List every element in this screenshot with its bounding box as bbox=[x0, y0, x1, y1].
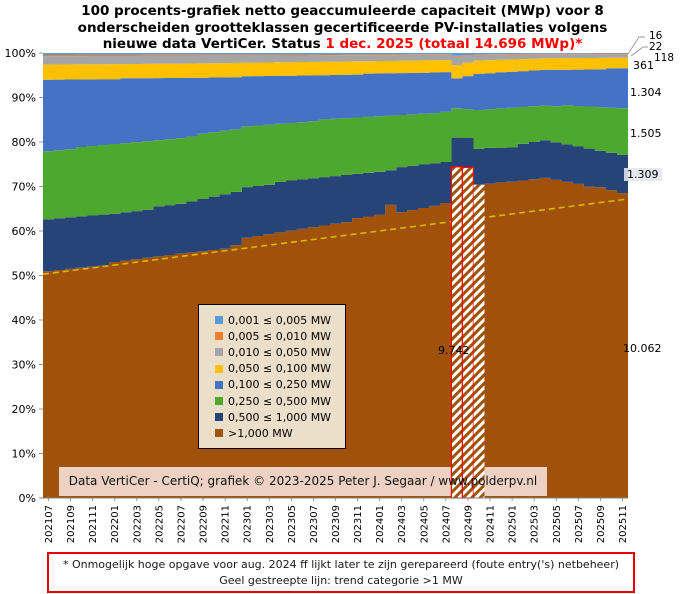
x-tick-label: 202511 bbox=[618, 505, 629, 543]
y-tick-label: 70% bbox=[12, 181, 36, 194]
legend-label-0: 0,001 ≤ 0,005 MW bbox=[228, 313, 332, 327]
x-tick-label: 202301 bbox=[243, 505, 254, 543]
legend-swatch-1 bbox=[215, 332, 223, 341]
x-tick-label: 202501 bbox=[508, 505, 519, 543]
y-tick-label: 30% bbox=[12, 359, 36, 372]
y-tick-label: 60% bbox=[12, 225, 36, 238]
y-tick-label: 40% bbox=[12, 314, 36, 327]
legend-swatch-6 bbox=[215, 413, 223, 422]
legend-item-7: >1,000 MW bbox=[215, 425, 341, 441]
footnote-box: * Onmogelijk hoge opgave voor aug. 2024 … bbox=[47, 552, 635, 593]
x-tick-label: 202307 bbox=[309, 505, 320, 543]
legend-swatch-7 bbox=[215, 429, 223, 438]
legend-swatch-0 bbox=[215, 316, 223, 325]
chart-title-status-prefix: nieuwe data VertiCer. Status bbox=[102, 36, 326, 52]
value-label-0005-0010: 22 bbox=[649, 41, 663, 53]
legend-label-7: >1,000 MW bbox=[228, 426, 293, 440]
legend-label-2: 0,010 ≤ 0,050 MW bbox=[228, 345, 332, 359]
footnote-line1: * Onmogelijk hoge opgave voor aug. 2024 … bbox=[62, 558, 620, 571]
y-tick-label: 0% bbox=[19, 492, 36, 505]
legend-item-1: 0,005 ≤ 0,010 MW bbox=[215, 328, 341, 344]
leader-line-22 bbox=[630, 46, 648, 57]
anomaly-value-label: 9.742 bbox=[438, 344, 470, 357]
chart-legend: 0,001 ≤ 0,005 MW 0,005 ≤ 0,010 MW 0,010 ≤ … bbox=[198, 304, 346, 449]
x-tick-label: 202407 bbox=[441, 505, 452, 543]
value-label-0001-0005: 16 bbox=[649, 30, 663, 42]
anomaly-hatch-column-202410 bbox=[473, 184, 485, 498]
y-tick-label: 20% bbox=[12, 403, 36, 416]
legend-label-1: 0,005 ≤ 0,010 MW bbox=[228, 329, 332, 343]
area-band-2 bbox=[43, 54, 628, 65]
x-tick-label: 202505 bbox=[552, 505, 563, 543]
legend-item-4: 0,100 ≤ 0,250 MW bbox=[215, 377, 341, 393]
x-tick-label: 202209 bbox=[199, 505, 210, 543]
area-band-6 bbox=[43, 137, 628, 272]
leader-line-16 bbox=[627, 36, 645, 55]
value-label-gt1000: 10.062 bbox=[623, 342, 662, 355]
legend-label-4: 0,100 ≤ 0,250 MW bbox=[228, 378, 332, 392]
legend-item-6: 0,500 ≤ 1,000 MW bbox=[215, 409, 341, 425]
value-label-0010-0050: 118 bbox=[654, 52, 675, 64]
y-tick-label: 90% bbox=[12, 92, 36, 105]
chart-title-line3: nieuwe data VertiCer. Status 1 dec. 2025… bbox=[0, 36, 685, 53]
legend-item-3: 0,050 ≤ 0,100 MW bbox=[215, 361, 341, 377]
value-label-0050-0100: 361 bbox=[633, 59, 654, 72]
x-tick-label: 202203 bbox=[132, 505, 143, 543]
legend-label-6: 0,500 ≤ 1,000 MW bbox=[228, 410, 332, 424]
chart-title-line1: 100 procents-grafiek netto geaccumuleerd… bbox=[81, 3, 604, 19]
value-label-0100-0250: 1.304 bbox=[630, 86, 662, 99]
x-tick-label: 202509 bbox=[596, 505, 607, 543]
legend-item-2: 0,010 ≤ 0,050 MW bbox=[215, 344, 341, 360]
x-tick-label: 202507 bbox=[574, 505, 585, 543]
x-tick-label: 202207 bbox=[176, 505, 187, 543]
anomaly-hatch-column-202409 bbox=[461, 166, 474, 499]
legend-swatch-2 bbox=[215, 348, 223, 357]
x-tick-label: 202401 bbox=[375, 505, 386, 543]
trend-line bbox=[42, 198, 629, 275]
x-tick-label: 202107 bbox=[44, 505, 55, 543]
anomaly-hatch-column-202408 bbox=[450, 166, 463, 499]
x-tick-label: 202405 bbox=[419, 505, 430, 543]
x-tick-label: 202205 bbox=[154, 505, 165, 543]
x-tick-label: 202411 bbox=[486, 505, 497, 543]
legend-swatch-4 bbox=[215, 380, 223, 389]
area-band-0 bbox=[43, 53, 628, 56]
value-label-0250-0500: 1.505 bbox=[630, 127, 662, 140]
x-tick-label: 202311 bbox=[353, 505, 364, 543]
chart-title-status-date: 1 dec. 2025 (totaal 14.696 MWp)* bbox=[325, 36, 583, 52]
footnote-line2: Geel gestreepte lijn: trend categorie >1… bbox=[219, 573, 463, 587]
legend-label-3: 0,050 ≤ 0,100 MW bbox=[228, 362, 332, 376]
y-tick-label: 100% bbox=[5, 47, 36, 60]
legend-item-5: 0,250 ≤ 0,500 MW bbox=[215, 393, 341, 409]
x-tick-label: 202305 bbox=[287, 505, 298, 543]
attribution-text: Data VertiCer - CertiQ; grafiek © 2023-2… bbox=[68, 474, 538, 488]
x-tick-label: 202409 bbox=[463, 505, 474, 543]
y-tick-label: 50% bbox=[12, 270, 36, 283]
area-band-1 bbox=[43, 53, 628, 57]
legend-swatch-3 bbox=[215, 364, 223, 373]
area-band-5 bbox=[43, 105, 628, 220]
x-tick-label: 202503 bbox=[530, 505, 541, 543]
x-tick-label: 202303 bbox=[265, 505, 276, 543]
y-tick-label: 10% bbox=[12, 448, 36, 461]
chart-title: 100 procents-grafiek netto geaccumuleerd… bbox=[0, 3, 685, 53]
x-tick-label: 202201 bbox=[110, 505, 121, 543]
area-band-3 bbox=[43, 57, 628, 80]
x-tick-label: 202309 bbox=[331, 505, 342, 543]
legend-label-5: 0,250 ≤ 0,500 MW bbox=[228, 394, 332, 408]
legend-swatch-5 bbox=[215, 397, 223, 406]
area-band-4 bbox=[43, 68, 628, 152]
x-tick-label: 202109 bbox=[66, 505, 77, 543]
x-tick-label: 202111 bbox=[88, 505, 99, 543]
x-tick-label: 202211 bbox=[221, 505, 232, 543]
chart-title-line2: onderscheiden grootteklassen gecertifice… bbox=[77, 19, 608, 36]
x-tick-label: 202403 bbox=[397, 505, 408, 543]
legend-item-0: 0,001 ≤ 0,005 MW bbox=[215, 312, 341, 328]
y-tick-label: 80% bbox=[12, 136, 36, 149]
value-label-0500-1000: 1.309 bbox=[624, 168, 662, 181]
